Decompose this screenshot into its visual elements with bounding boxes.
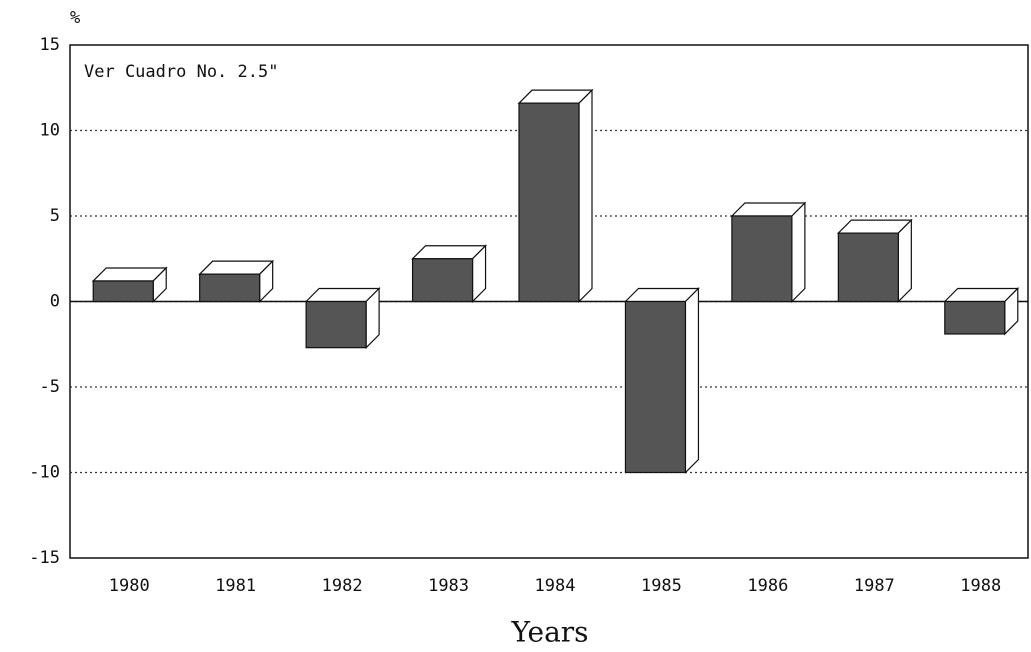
x-tick-label: 1985 xyxy=(641,576,682,596)
bar xyxy=(837,232,899,303)
y-tick-label: -15 xyxy=(29,548,60,568)
y-tick-label: 0 xyxy=(50,292,60,312)
y-tick-label: -5 xyxy=(40,377,60,397)
y-axis-label: % xyxy=(70,8,80,28)
bar xyxy=(731,215,793,303)
x-tick-label: 1981 xyxy=(215,576,256,596)
bar xyxy=(411,258,474,303)
x-axis-label: Years xyxy=(510,616,588,649)
bar-side xyxy=(791,201,806,303)
x-tick-label: 1987 xyxy=(854,576,895,596)
y-tick-label: 5 xyxy=(50,206,60,226)
bar xyxy=(199,273,261,303)
x-tick-label: 1986 xyxy=(747,576,788,596)
x-tick-label: 1983 xyxy=(428,576,469,596)
y-tick-label: -10 xyxy=(29,463,60,483)
bar-side xyxy=(578,88,593,303)
x-tick-label: 1980 xyxy=(109,576,150,596)
x-tick-label: 1982 xyxy=(322,576,363,596)
bar xyxy=(624,300,687,474)
x-tick-label: 1988 xyxy=(960,576,1001,596)
bar xyxy=(518,102,580,303)
y-tick-label: 15 xyxy=(40,35,60,55)
x-tick-label: 1984 xyxy=(535,576,576,596)
bar xyxy=(92,280,154,303)
annotation: Ver Cuadro No. 2.5" xyxy=(84,62,278,82)
bar xyxy=(944,300,1006,335)
bar-side xyxy=(684,287,700,474)
y-tick-label: 10 xyxy=(40,121,60,141)
bar xyxy=(305,300,367,349)
bar-side xyxy=(897,218,912,303)
